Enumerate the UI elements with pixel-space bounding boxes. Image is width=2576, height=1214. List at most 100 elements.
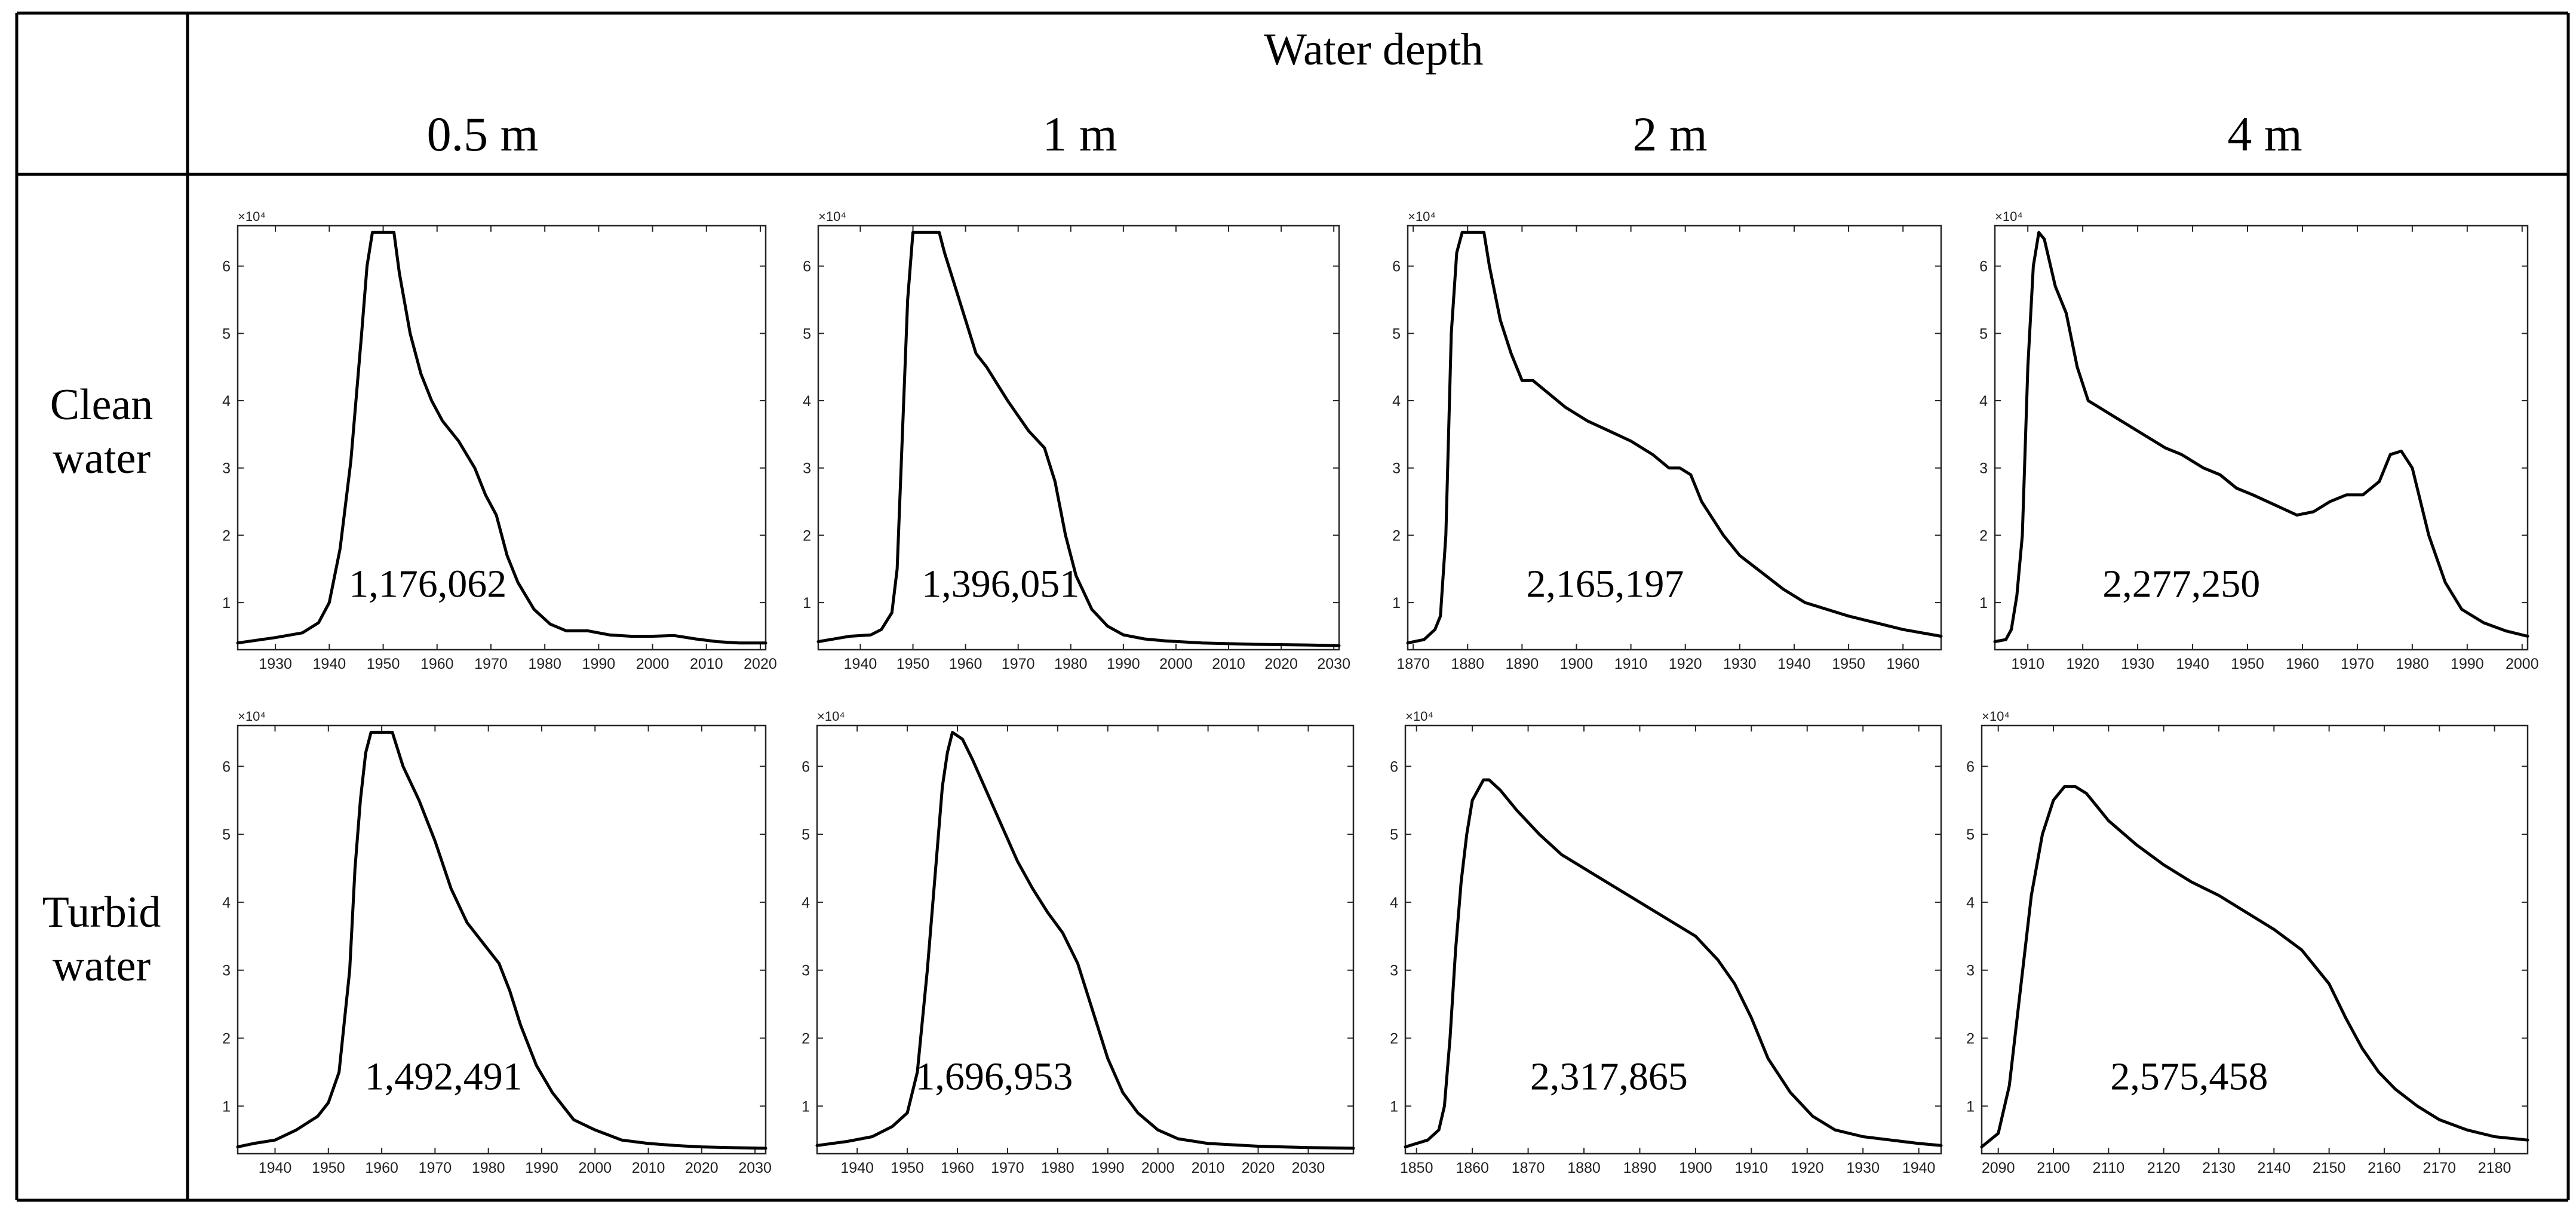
x-tick-label: 2180 — [2478, 1160, 2511, 1176]
series-line — [815, 730, 1355, 1150]
x-tick-label: 1980 — [528, 656, 561, 672]
y-tick-label: 4 — [802, 895, 810, 911]
y-tick-label: 2 — [1390, 1031, 1398, 1047]
x-tick-label: 1900 — [1679, 1160, 1712, 1176]
x-tick-label: 1870 — [1512, 1160, 1545, 1176]
x-tick-label: 1900 — [1560, 656, 1594, 672]
y-tick-label: 4 — [1390, 895, 1398, 911]
y-tick-label: 3 — [222, 460, 231, 477]
y-tick-label: 1 — [1966, 1098, 1975, 1115]
axes-frame — [237, 225, 767, 651]
y-exponent-label: ×10⁴ — [238, 209, 266, 224]
x-tick-label: 1910 — [2011, 656, 2044, 672]
x-tick-label: 1970 — [991, 1160, 1024, 1176]
y-tick-label: 4 — [222, 393, 231, 410]
series-line — [1980, 785, 2529, 1149]
series-line — [236, 230, 767, 645]
x-tick-label: 1960 — [365, 1160, 398, 1176]
y-tick-label: 5 — [802, 826, 810, 843]
x-tick-label: 1950 — [367, 656, 400, 672]
y-tick-label: 2 — [1392, 527, 1401, 544]
x-tick-label: 1940 — [1902, 1160, 1936, 1176]
x-tick-label: 2160 — [2368, 1160, 2401, 1176]
x-tick-label: 1890 — [1623, 1160, 1657, 1176]
y-tick-label: 1 — [222, 595, 231, 611]
y-tick-label: 5 — [1979, 325, 1988, 342]
x-tick-label: 1960 — [420, 656, 454, 672]
x-tick-label: 2090 — [1982, 1160, 2015, 1176]
chart-panel: 1 2 3 4 5 6 1940 1950 1960 1970 1980 1990 2000 2010 20… — [802, 709, 1355, 1176]
y-tick-label: 4 — [1979, 393, 1988, 410]
y-tick-label: 5 — [1966, 826, 1975, 843]
x-tick-label: 2110 — [2092, 1160, 2124, 1176]
x-tick-label: 1860 — [1456, 1160, 1489, 1176]
x-tick-label: 1950 — [2231, 656, 2264, 672]
area-value-label: 2,575,458 — [2110, 1055, 2268, 1098]
y-tick-label: 6 — [803, 259, 811, 275]
y-exponent-label: ×10⁴ — [817, 709, 845, 724]
y-tick-label: 6 — [222, 259, 231, 275]
y-tick-label: 3 — [1979, 460, 1988, 477]
y-exponent-label: ×10⁴ — [1982, 709, 2010, 724]
chart-panel: 1 2 3 4 5 6 2090 2100 2110 2120 2130 2140 2150 2160 21… — [1966, 709, 2529, 1176]
y-tick-label: 4 — [1392, 393, 1401, 410]
y-tick-label: 2 — [222, 527, 231, 544]
x-tick-label: 1910 — [1735, 1160, 1768, 1176]
x-tick-label: 1980 — [472, 1160, 505, 1176]
x-tick-label: 1990 — [582, 656, 616, 672]
x-tick-label: 1940 — [844, 656, 877, 672]
x-tick-label: 1950 — [312, 1160, 345, 1176]
x-tick-label: 1990 — [2451, 656, 2484, 672]
y-exponent-label: ×10⁴ — [1995, 209, 2023, 224]
y-tick-label: 4 — [803, 393, 811, 410]
y-tick-label: 4 — [1966, 895, 1975, 911]
y-tick-label: 5 — [1392, 325, 1401, 342]
column-label-4m: 4 m — [2227, 107, 2302, 161]
y-tick-label: 1 — [1390, 1098, 1398, 1115]
x-tick-label: 1950 — [896, 656, 930, 672]
row-label-clean-line1: Clean — [50, 380, 153, 429]
x-tick-label: 2170 — [2423, 1160, 2456, 1176]
area-value-label: 2,317,865 — [1530, 1055, 1688, 1098]
y-tick-label: 5 — [803, 325, 811, 342]
y-tick-label: 3 — [802, 963, 810, 979]
x-tick-label: 1880 — [1451, 656, 1484, 672]
x-tick-label: 1970 — [2341, 656, 2374, 672]
y-tick-label: 1 — [1392, 595, 1401, 611]
chart-panel: 1 2 3 4 5 6 1940 1950 1960 1970 1980 1990 2000 2010 20… — [222, 709, 772, 1176]
x-tick-label: 2030 — [1292, 1160, 1325, 1176]
x-tick-label: 2000 — [2506, 656, 2539, 672]
y-tick-label: 5 — [222, 826, 231, 843]
y-tick-label: 2 — [1979, 527, 1988, 544]
y-exponent-label: ×10⁴ — [818, 209, 846, 224]
area-value-label: 1,492,491 — [365, 1055, 523, 1098]
x-tick-label: 1980 — [2396, 656, 2429, 672]
y-tick-label: 3 — [1966, 963, 1975, 979]
x-tick-label: 2010 — [632, 1160, 665, 1176]
x-tick-label: 1990 — [1091, 1160, 1125, 1176]
x-tick-label: 1930 — [259, 656, 292, 672]
row-label-turbid-line1: Turbid — [42, 888, 161, 937]
x-tick-label: 2020 — [1264, 656, 1298, 672]
x-tick-label: 2000 — [1141, 1160, 1175, 1176]
x-tick-label: 1960 — [1886, 656, 1920, 672]
axes-frame — [1981, 724, 2529, 1155]
y-tick-label: 2 — [222, 1031, 231, 1047]
y-exponent-label: ×10⁴ — [1405, 709, 1433, 724]
y-exponent-label: ×10⁴ — [238, 709, 266, 724]
header-title: Water depth — [1264, 24, 1483, 75]
y-exponent-label: ×10⁴ — [1408, 209, 1436, 224]
y-tick-label: 1 — [803, 595, 811, 611]
y-tick-label: 1 — [802, 1098, 810, 1115]
y-tick-label: 3 — [803, 460, 811, 477]
area-value-label: 1,176,062 — [349, 562, 506, 606]
chart-panel: 1 2 3 4 5 6 1930 1940 1950 1960 1970 1980 1990 2000 20… — [222, 209, 777, 672]
x-tick-label: 2130 — [2202, 1160, 2236, 1176]
x-tick-label: 2030 — [1317, 656, 1350, 672]
chart-panels: 1 2 3 4 5 6 1930 1940 1950 1960 1970 1980 1990 2000 20… — [222, 209, 2539, 1176]
x-tick-label: 2010 — [1212, 656, 1245, 672]
column-label-2m: 2 m — [1632, 107, 1707, 161]
x-tick-label: 1940 — [840, 1160, 874, 1176]
x-tick-label: 2010 — [1192, 1160, 1225, 1176]
y-tick-label: 6 — [222, 758, 231, 775]
